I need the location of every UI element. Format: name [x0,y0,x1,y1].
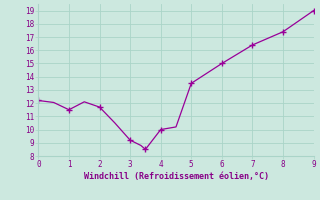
X-axis label: Windchill (Refroidissement éolien,°C): Windchill (Refroidissement éolien,°C) [84,172,268,181]
